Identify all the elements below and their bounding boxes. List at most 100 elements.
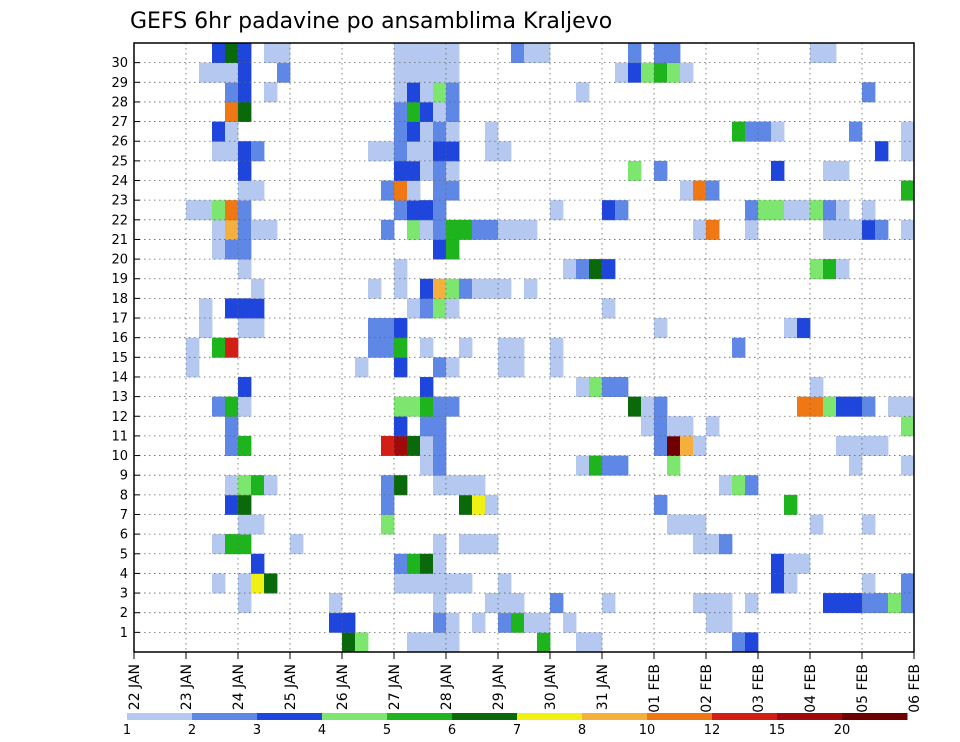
cell-member-6-step-41 — [667, 514, 681, 535]
x-tick-label: 06 FEB — [907, 664, 923, 713]
cell-member-30-step-23 — [433, 43, 447, 64]
cell-member-23-step-19 — [381, 180, 395, 201]
cell-member-26-step-55 — [849, 121, 863, 142]
cell-member-22-step-47 — [745, 200, 759, 221]
cell-member-21-step-22 — [420, 219, 434, 240]
cell-member-29-step-40 — [654, 62, 668, 83]
cell-member-1-step-15 — [329, 612, 343, 633]
cell-member-0-step-31 — [537, 632, 551, 653]
cell-member-12-step-52 — [810, 396, 824, 417]
cell-member-22-step-51 — [797, 200, 811, 221]
cell-member-26-step-22 — [420, 121, 434, 142]
y-axis-member-ticks: 1234567891011121314151617181920212223242… — [111, 56, 140, 641]
cell-member-14-step-23 — [433, 357, 447, 378]
cell-member-30-step-22 — [420, 43, 434, 64]
cell-member-20-step-6 — [212, 239, 226, 260]
cell-member-0-step-35 — [589, 632, 603, 653]
cell-member-14-step-17 — [355, 357, 369, 378]
y-tick-label: 8 — [120, 488, 128, 503]
cell-member-12-step-23 — [433, 396, 447, 417]
cell-member-10-step-42 — [680, 435, 694, 456]
cell-member-2-step-28 — [498, 593, 512, 614]
y-tick-label: 4 — [120, 567, 128, 582]
cell-member-16-step-5 — [199, 318, 213, 339]
y-tick-label: 2 — [120, 606, 128, 621]
y-tick-label: 7 — [120, 508, 128, 523]
cell-member-2-step-8 — [238, 593, 252, 614]
cell-member-22-step-22 — [420, 200, 434, 221]
colorbar-label: 12 — [704, 723, 721, 738]
cell-member-7-step-25 — [459, 494, 473, 515]
cell-member-21-step-9 — [251, 219, 265, 240]
cell-member-25-step-21 — [407, 141, 421, 162]
cell-member-13-step-36 — [602, 376, 616, 398]
cell-member-26-step-46 — [732, 121, 746, 142]
cell-member-26-step-23 — [433, 121, 447, 142]
cell-member-11-step-40 — [654, 416, 668, 437]
cell-member-7-step-8 — [238, 494, 252, 515]
cell-member-22-step-23 — [433, 200, 447, 221]
cell-member-9-step-37 — [615, 455, 629, 476]
colorbar-swatch — [712, 713, 778, 720]
y-tick-label: 23 — [111, 194, 128, 209]
cell-member-22-step-32 — [550, 200, 564, 221]
cell-member-23-step-59 — [901, 180, 915, 201]
cell-member-29-step-38 — [628, 62, 642, 83]
cell-member-12-step-58 — [888, 396, 902, 417]
cell-member-21-step-26 — [472, 219, 486, 240]
colorbar-swatch — [452, 713, 518, 720]
cell-member-3-step-56 — [862, 573, 876, 594]
cell-member-29-step-7 — [225, 62, 239, 83]
cell-member-29-step-5 — [199, 62, 213, 83]
y-tick-label: 14 — [111, 370, 128, 385]
colorbar-swatch — [582, 713, 648, 720]
cell-member-22-step-49 — [771, 200, 785, 221]
cell-member-19-step-36 — [602, 259, 616, 280]
precipitation-cells — [186, 43, 915, 653]
cell-member-4-step-50 — [784, 553, 798, 574]
cell-member-13-step-37 — [615, 376, 629, 398]
cell-member-29-step-23 — [433, 62, 447, 83]
cell-member-21-step-28 — [498, 219, 512, 240]
cell-member-8-step-10 — [264, 475, 278, 496]
cell-member-18-step-30 — [524, 278, 538, 299]
cell-member-24-step-22 — [420, 160, 434, 181]
cell-member-3-step-21 — [407, 573, 421, 594]
y-tick-label: 6 — [120, 528, 128, 543]
cell-member-2-step-45 — [719, 593, 733, 614]
y-tick-label: 12 — [111, 410, 128, 425]
cell-member-30-step-7 — [225, 43, 239, 64]
cell-member-29-step-37 — [615, 62, 629, 83]
cell-member-18-step-24 — [446, 278, 460, 299]
cell-member-26-step-7 — [225, 121, 239, 142]
cell-member-21-step-53 — [823, 219, 837, 240]
y-tick-label: 13 — [111, 390, 128, 405]
cell-member-21-step-54 — [836, 219, 850, 240]
cell-member-2-step-57 — [875, 593, 889, 614]
cell-member-15-step-22 — [420, 337, 434, 358]
cell-member-0-step-23 — [433, 632, 447, 653]
cell-member-25-step-28 — [498, 141, 512, 162]
cell-member-25-step-8 — [238, 141, 252, 162]
cell-member-1-step-23 — [433, 612, 447, 633]
cell-member-10-step-56 — [862, 435, 876, 456]
cell-member-19-step-33 — [563, 259, 577, 280]
cell-member-3-step-24 — [446, 573, 460, 594]
y-tick-label: 20 — [111, 253, 128, 268]
cell-member-18-step-18 — [368, 278, 382, 299]
cell-member-29-step-42 — [680, 62, 694, 83]
cell-member-10-step-7 — [225, 435, 239, 456]
y-tick-label: 27 — [111, 115, 128, 130]
cell-member-9-step-23 — [433, 455, 447, 476]
cell-member-8-step-19 — [381, 475, 395, 496]
cell-member-14-step-20 — [394, 357, 408, 378]
cell-member-13-step-52 — [810, 376, 824, 398]
cell-member-7-step-19 — [381, 494, 395, 515]
cell-member-4-step-49 — [771, 553, 785, 574]
cell-member-1-step-44 — [706, 612, 720, 633]
cell-member-8-step-46 — [732, 475, 746, 496]
cell-member-11-step-41 — [667, 416, 681, 437]
cell-member-27-step-20 — [394, 101, 408, 122]
cell-member-6-step-56 — [862, 514, 876, 535]
cell-member-11-step-39 — [641, 416, 655, 437]
